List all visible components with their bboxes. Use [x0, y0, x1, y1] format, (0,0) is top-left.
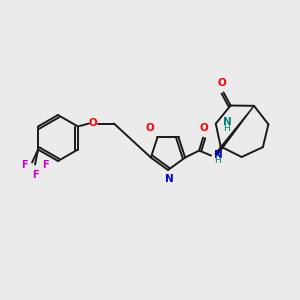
Text: O: O	[88, 118, 97, 128]
Text: O: O	[217, 77, 226, 88]
Text: H: H	[223, 124, 230, 133]
Polygon shape	[215, 106, 254, 155]
Text: O: O	[146, 123, 154, 134]
Text: O: O	[200, 123, 208, 133]
Text: F: F	[42, 160, 49, 170]
Text: F: F	[22, 160, 28, 170]
Text: N: N	[165, 174, 173, 184]
Text: N: N	[223, 117, 232, 127]
Text: N: N	[214, 150, 223, 160]
Text: F: F	[32, 170, 38, 181]
Text: H: H	[214, 156, 221, 165]
